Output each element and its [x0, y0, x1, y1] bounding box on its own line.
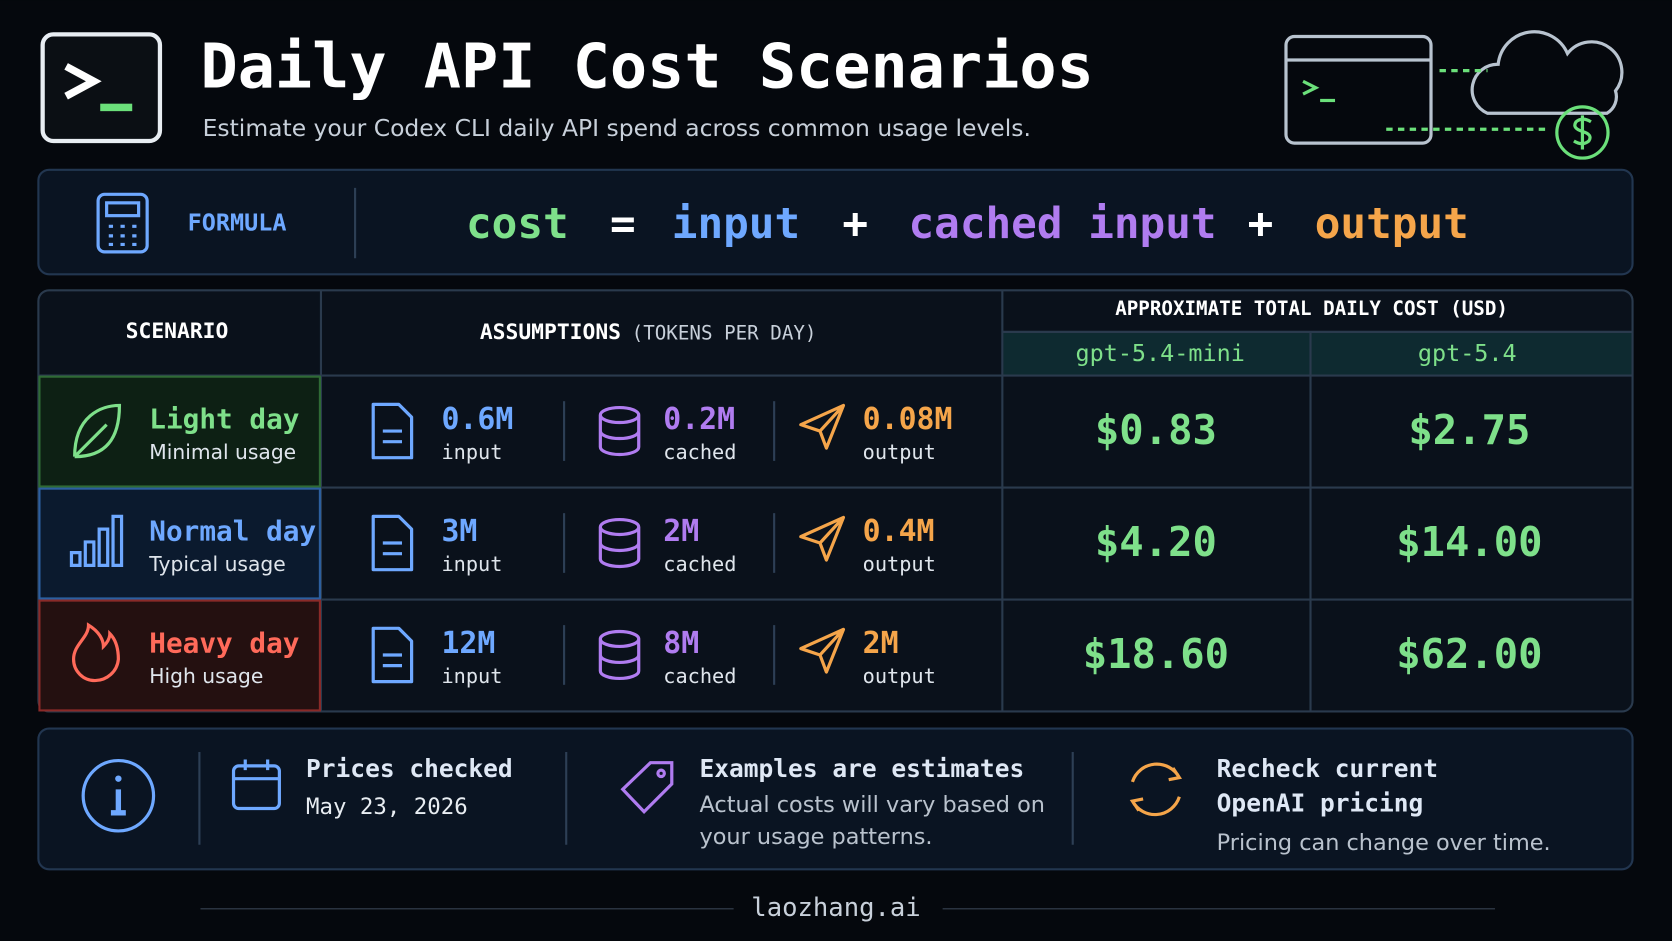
note-body: Actual costs will vary based on — [700, 792, 1046, 818]
scenario-name: Normal day — [149, 514, 316, 547]
assumption-icon — [799, 515, 846, 562]
assumption-icon — [598, 517, 641, 569]
token-label: output — [863, 664, 936, 688]
scenario-name: Light day — [149, 402, 299, 435]
scenario-name: Heavy day — [149, 626, 299, 659]
column-header: ASSUMPTIONS — [480, 320, 621, 345]
formula-term: + — [1248, 199, 1274, 249]
scenario-desc: Typical usage — [148, 552, 285, 576]
column-header-note: (TOKENS PER DAY) — [632, 322, 817, 345]
assumption-icon — [371, 402, 414, 460]
scenario-desc: Minimal usage — [149, 440, 296, 464]
note-title: Recheck current — [1217, 754, 1438, 783]
formula-panel — [37, 168, 1634, 276]
model-header: gpt-5.4 — [1418, 339, 1517, 367]
assumption-icon — [799, 627, 846, 674]
token-label: input — [441, 664, 502, 688]
cost-value: $62.00 — [1396, 630, 1542, 678]
token-value: 2M — [663, 514, 699, 549]
note-title: Examples are estimates — [700, 754, 1025, 783]
assumption-icon — [598, 629, 641, 681]
token-value: 0.6M — [441, 402, 513, 437]
token-value: 8M — [663, 626, 699, 661]
cursor-glyph — [100, 103, 133, 112]
cost-value: $0.83 — [1095, 406, 1217, 454]
model-header: gpt-5.4-mini — [1075, 339, 1244, 367]
formula-term: = — [610, 199, 636, 249]
note-title: OpenAI pricing — [1217, 788, 1424, 817]
column-header: SCENARIO — [126, 319, 229, 344]
title: Daily API Cost Scenarios — [200, 31, 1093, 103]
cloud-illustration — [1284, 30, 1624, 160]
formula-term: cost — [466, 199, 569, 249]
token-label: cached — [663, 552, 736, 576]
token-value: 3M — [441, 514, 477, 549]
terminal-icon — [40, 32, 163, 144]
token-value: 0.2M — [663, 402, 735, 437]
calculator-icon — [96, 192, 149, 254]
formula-label: FORMULA — [188, 209, 287, 237]
scenario-cell — [38, 375, 321, 488]
assumption-icon — [799, 403, 846, 450]
token-value: 0.4M — [863, 514, 935, 549]
footer: laozhang.ai — [751, 893, 920, 923]
note-body: Pricing can change over time. — [1217, 830, 1551, 856]
subtitle: Estimate your Codex CLI daily API spend … — [203, 114, 1031, 142]
cost-value: $18.60 — [1083, 630, 1229, 678]
assumption-icon — [371, 626, 414, 684]
notes-panel — [37, 727, 1634, 871]
token-value: 12M — [441, 626, 495, 661]
token-label: cached — [663, 440, 736, 464]
scenario-icon — [69, 514, 124, 568]
assumption-icon — [371, 514, 414, 572]
cost-value: $2.75 — [1408, 406, 1530, 454]
token-label: output — [863, 552, 936, 576]
cost-value: $14.00 — [1396, 518, 1542, 566]
note-icons — [81, 758, 1183, 833]
token-label: input — [441, 552, 502, 576]
scenario-cell — [38, 599, 321, 712]
token-label: output — [863, 440, 936, 464]
token-value: 2M — [863, 626, 899, 661]
cost-value: $4.20 — [1095, 518, 1217, 566]
prompt-glyph — [64, 63, 102, 100]
formula-term: cached input — [909, 199, 1217, 249]
scenario-icon — [71, 622, 120, 683]
formula-term: output — [1315, 199, 1469, 249]
scenario-desc: High usage — [149, 664, 263, 688]
formula-term: + — [842, 199, 868, 249]
token-label: input — [441, 440, 502, 464]
token-label: cached — [663, 664, 736, 688]
note-title: Prices checked — [306, 754, 513, 783]
formula-term: input — [672, 199, 800, 249]
column-header: APPROXIMATE TOTAL DAILY COST (USD) — [1115, 297, 1508, 320]
model-header-bg — [1003, 331, 1632, 376]
scenario-icon — [73, 403, 122, 459]
assumption-icon — [598, 406, 641, 457]
note-body: May 23, 2026 — [306, 794, 468, 820]
note-dividers — [198, 752, 1074, 845]
note-body: your usage patterns. — [700, 824, 933, 850]
token-value: 0.08M — [863, 402, 953, 437]
